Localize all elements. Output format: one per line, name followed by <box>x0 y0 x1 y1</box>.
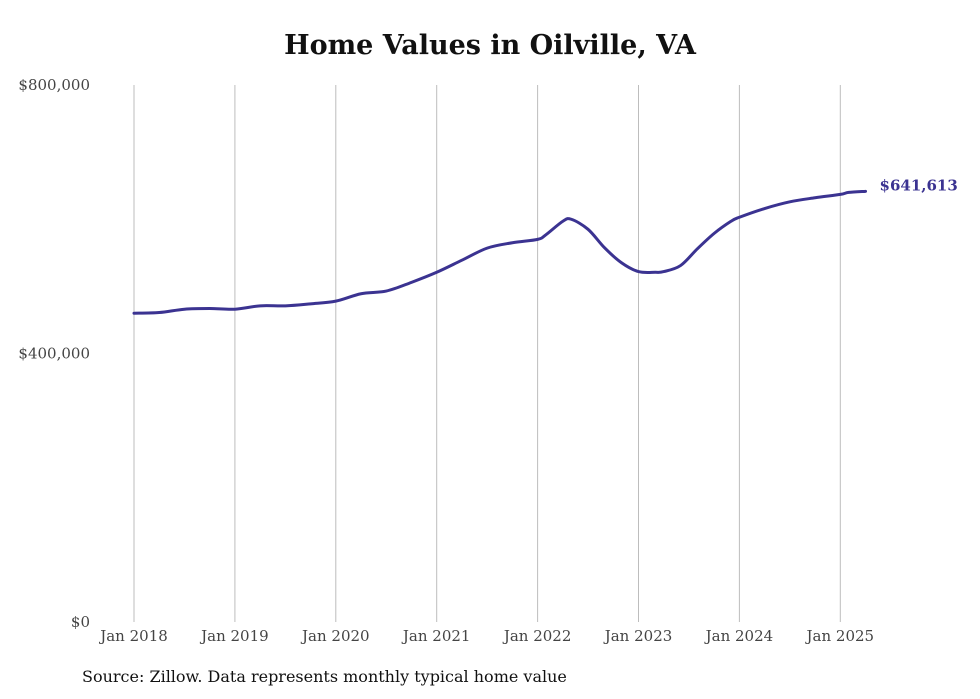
data-point <box>486 247 489 250</box>
data-point <box>208 307 211 310</box>
data-point <box>360 292 363 295</box>
data-point <box>847 191 850 194</box>
y-tick-label: $400,000 <box>18 345 90 363</box>
data-point <box>679 264 682 267</box>
data-point <box>133 312 136 315</box>
data-point <box>259 304 262 307</box>
data-point <box>864 190 867 193</box>
data-point <box>654 271 657 274</box>
data-point <box>788 200 791 203</box>
data-point <box>545 233 548 236</box>
x-tick-label: Jan 2025 <box>805 627 875 645</box>
data-point <box>637 270 640 273</box>
data-point <box>763 207 766 210</box>
data-point <box>662 270 665 273</box>
data-point <box>713 232 716 235</box>
data-point <box>309 302 312 305</box>
data-point <box>603 247 606 250</box>
gridlines <box>133 85 841 622</box>
data-point <box>234 308 237 311</box>
data-point <box>730 220 733 223</box>
data-point <box>839 193 842 196</box>
data-point <box>738 216 741 219</box>
data-point <box>410 281 413 284</box>
series-line <box>132 189 868 315</box>
chart-title: Home Values in Oilville, VA <box>284 30 696 61</box>
data-point <box>461 259 464 262</box>
data-point <box>435 271 438 274</box>
data-point <box>587 228 590 231</box>
data-point <box>696 247 699 250</box>
x-tick-label: Jan 2018 <box>98 627 168 645</box>
y-tick-label: $800,000 <box>18 76 90 94</box>
x-tick-label: Jan 2021 <box>401 627 471 645</box>
data-point <box>561 220 564 223</box>
data-point <box>620 261 623 264</box>
data-point <box>284 304 287 307</box>
x-tick-label: Jan 2023 <box>603 627 673 645</box>
data-point <box>570 218 573 221</box>
y-tick-label: $0 <box>71 613 90 631</box>
source-note: Source: Zillow. Data represents monthly … <box>82 667 567 686</box>
x-tick-label: Jan 2022 <box>502 627 572 645</box>
data-point <box>158 311 161 314</box>
data-point <box>334 300 337 303</box>
x-tick-label: Jan 2024 <box>704 627 774 645</box>
x-axis-ticks: Jan 2018 Jan 2019 Jan 2020 Jan 2021 Jan 2022… <box>98 627 874 645</box>
x-tick-label: Jan 2019 <box>199 627 269 645</box>
data-point <box>385 290 388 293</box>
data-point <box>536 238 539 241</box>
data-point <box>511 241 514 244</box>
end-value-label: $641,613 <box>880 176 958 194</box>
data-point <box>183 308 186 311</box>
series-layer <box>132 189 868 315</box>
data-point <box>814 196 817 199</box>
x-tick-label: Jan 2020 <box>300 627 370 645</box>
y-axis-ticks: $0 $400,000 $800,000 <box>18 76 90 631</box>
